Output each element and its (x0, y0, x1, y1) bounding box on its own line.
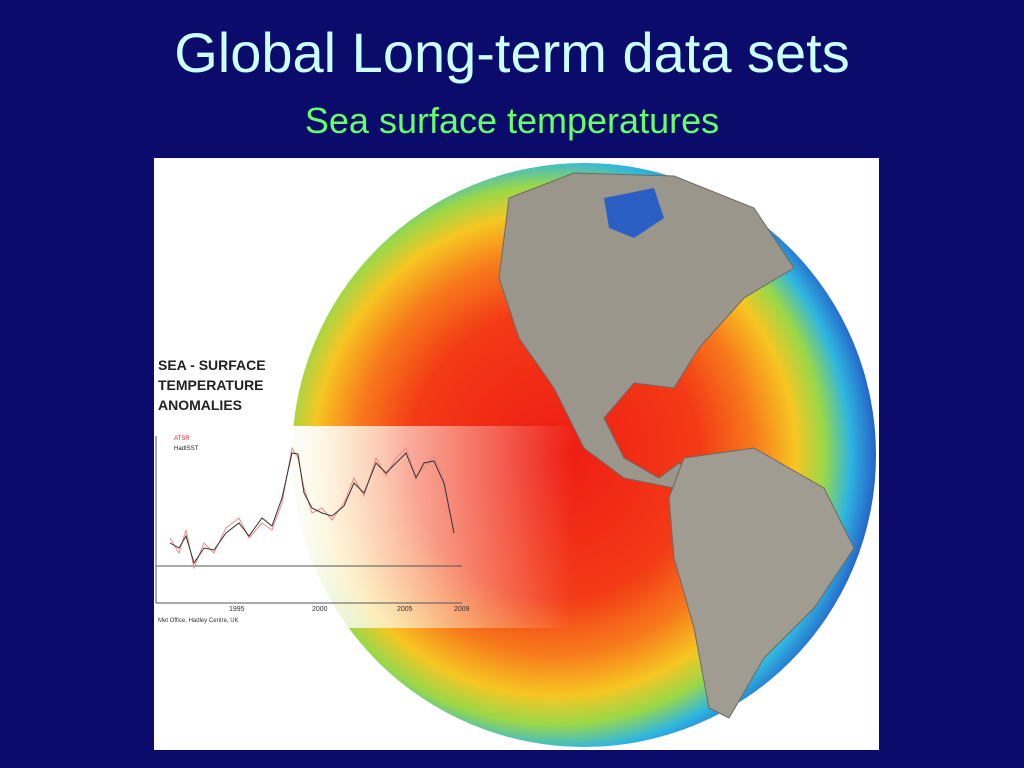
x-tick-label: 2009 (454, 606, 470, 613)
slide-subtitle: Sea surface temperatures (304, 100, 720, 141)
legend-entry: ATSR (174, 436, 190, 442)
x-tick-label: 2000 (312, 606, 328, 613)
x-tick-label: 2005 (397, 606, 413, 613)
legend-entry: HadISST (174, 446, 199, 452)
hudson-bay (604, 188, 664, 238)
figure: SEA - SURFACE TEMPERATURE ANOMALIES ATSR… (154, 158, 879, 750)
north-america (498, 172, 795, 489)
series-line (169, 452, 455, 565)
x-tick-label: 1995 (229, 606, 245, 613)
inset-title: ANOMALIES (158, 397, 242, 413)
slide-title: Global Long-term data sets (174, 21, 850, 84)
credit: Met Office, Hadley Centre, UK (158, 618, 239, 624)
inset-title: SEA - SURFACE (158, 357, 266, 373)
inset-title: TEMPERATURE (158, 377, 264, 393)
south-america (668, 447, 855, 719)
inset-panel (154, 426, 574, 628)
